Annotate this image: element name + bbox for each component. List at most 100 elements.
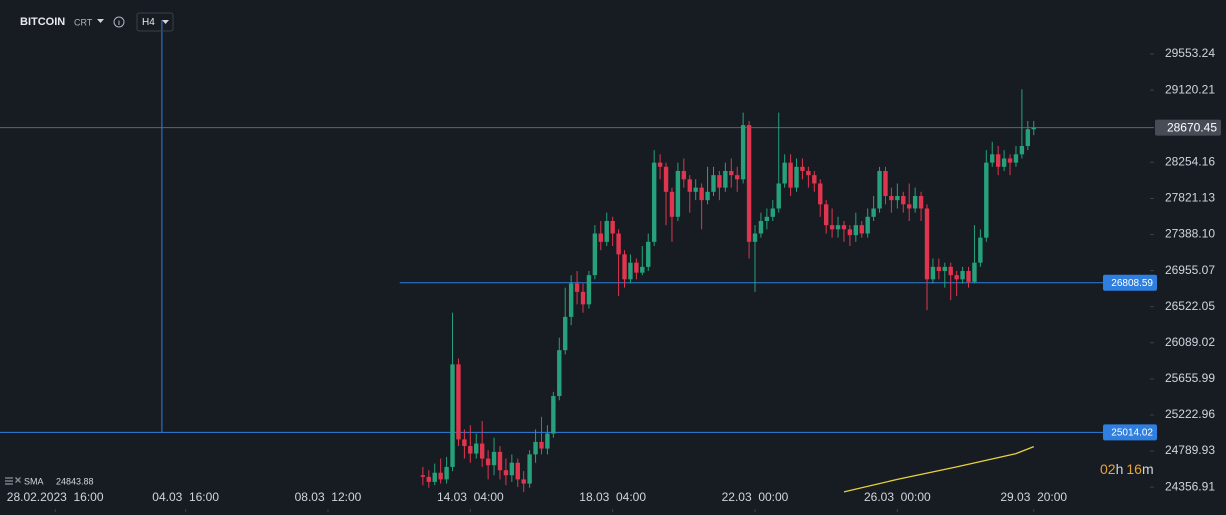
candle-body bbox=[960, 271, 965, 280]
x-tick-label: 08.03 12:00 bbox=[295, 490, 362, 504]
candle-body bbox=[966, 271, 971, 282]
candle-body bbox=[485, 458, 491, 466]
candle-body bbox=[1013, 154, 1019, 163]
candle-body bbox=[901, 195, 906, 205]
y-tick-label: 26522.05 bbox=[1165, 299, 1215, 313]
candle-body bbox=[456, 364, 461, 440]
x-tick-label: 22.03 00:00 bbox=[722, 490, 789, 504]
plot-area: 29553.24 29120.21 28254.16 27821.13 27388.10… bbox=[0, 20, 1221, 512]
candle-body bbox=[883, 170, 888, 196]
price-label: 25014.02 bbox=[1111, 428, 1153, 439]
candle-body bbox=[616, 233, 621, 255]
candle-body bbox=[580, 291, 586, 305]
candle-body bbox=[663, 166, 669, 192]
candle-body bbox=[503, 470, 509, 476]
price-label-box bbox=[1103, 424, 1157, 441]
x-tick-label: 14.03 04:00 bbox=[437, 490, 504, 504]
candle-body bbox=[924, 208, 930, 280]
candle-body bbox=[912, 195, 918, 209]
candle-body bbox=[1007, 158, 1013, 163]
candle-body bbox=[634, 262, 639, 273]
candle-body bbox=[669, 191, 675, 217]
candle-body bbox=[563, 316, 568, 351]
candle-body bbox=[829, 225, 835, 230]
symbol: BITCOIN bbox=[20, 16, 65, 28]
candle-body bbox=[835, 225, 841, 230]
candle-body bbox=[444, 466, 449, 480]
candle-body bbox=[889, 195, 894, 201]
candle-body bbox=[918, 195, 924, 209]
y-tick-label: 27388.10 bbox=[1165, 227, 1215, 241]
indicator-legend: SMA 24843.88 bbox=[5, 476, 94, 486]
countdown: 02h 16m bbox=[1100, 461, 1154, 477]
x-tick-label: 28.02.2023 16:00 bbox=[7, 490, 104, 504]
candle-body bbox=[1025, 129, 1031, 146]
x-tick-label: 04.03 16:00 bbox=[152, 490, 219, 504]
candle-body bbox=[509, 462, 515, 476]
candle-body bbox=[438, 472, 443, 480]
candle-body bbox=[948, 266, 953, 276]
x-tick-label: 18.03 04:00 bbox=[579, 490, 646, 504]
price-label-box bbox=[1103, 274, 1157, 291]
candle-body bbox=[539, 441, 544, 449]
candle-body bbox=[545, 433, 550, 449]
candle-body bbox=[859, 225, 864, 234]
candle-body bbox=[907, 204, 912, 209]
candle-body bbox=[954, 275, 959, 280]
candle-body bbox=[729, 170, 734, 176]
indicator-remove-icon[interactable] bbox=[15, 477, 21, 483]
sma-line bbox=[843, 445, 1035, 493]
x-tick-label: 26.03 00:00 bbox=[864, 490, 931, 504]
mode[interactable]: CRT bbox=[74, 17, 93, 27]
y-tick-label: 24789.93 bbox=[1165, 443, 1215, 457]
candle-body bbox=[770, 208, 775, 217]
candle-body bbox=[735, 175, 740, 180]
candle-body bbox=[574, 283, 580, 292]
candle-body bbox=[462, 439, 467, 447]
candle-body bbox=[752, 233, 758, 242]
candle-body bbox=[1031, 127, 1036, 130]
candle-body bbox=[806, 170, 811, 176]
candle-body bbox=[681, 170, 687, 180]
candle-body bbox=[782, 162, 787, 184]
candle-body bbox=[972, 262, 977, 282]
candle-body bbox=[646, 241, 651, 267]
timeframe-box[interactable] bbox=[136, 12, 174, 32]
candle-body bbox=[586, 275, 592, 305]
candle-body bbox=[936, 266, 942, 272]
x-tick-label: 29.03 20:00 bbox=[1000, 490, 1067, 504]
y-tick-label: 28254.16 bbox=[1165, 154, 1215, 168]
indicator-menu-icon[interactable] bbox=[5, 477, 13, 485]
candle-body bbox=[657, 162, 663, 167]
y-tick-label: 29553.24 bbox=[1165, 46, 1215, 60]
timeframe-caret[interactable] bbox=[162, 20, 169, 24]
candle-body bbox=[823, 204, 829, 226]
timeframe[interactable]: H4 bbox=[142, 17, 155, 28]
y-tick-label: 26089.02 bbox=[1165, 335, 1215, 349]
candle-body bbox=[610, 220, 615, 234]
candle-body bbox=[723, 170, 728, 188]
candle-body bbox=[432, 472, 437, 482]
mode-caret[interactable] bbox=[97, 19, 104, 23]
candle-body bbox=[491, 451, 497, 466]
candle-body bbox=[687, 179, 692, 192]
candle-body bbox=[895, 195, 900, 201]
candle-body bbox=[479, 443, 485, 459]
price-label-box bbox=[1155, 119, 1221, 136]
candle-body bbox=[847, 229, 853, 236]
candle-body bbox=[978, 237, 983, 263]
candle-body bbox=[527, 454, 532, 484]
info-icon[interactable] bbox=[113, 16, 125, 28]
candle-body bbox=[551, 396, 556, 434]
candle-body bbox=[450, 364, 455, 467]
candle-body bbox=[794, 166, 799, 188]
countdown-minutes: 16 bbox=[1126, 461, 1142, 477]
candle-body bbox=[598, 233, 603, 242]
y-tick-label: 29120.21 bbox=[1165, 82, 1215, 96]
candle-body bbox=[853, 225, 859, 236]
candle-body bbox=[776, 183, 781, 209]
candle-body bbox=[711, 175, 716, 192]
y-tick-label: 24356.91 bbox=[1165, 479, 1215, 493]
